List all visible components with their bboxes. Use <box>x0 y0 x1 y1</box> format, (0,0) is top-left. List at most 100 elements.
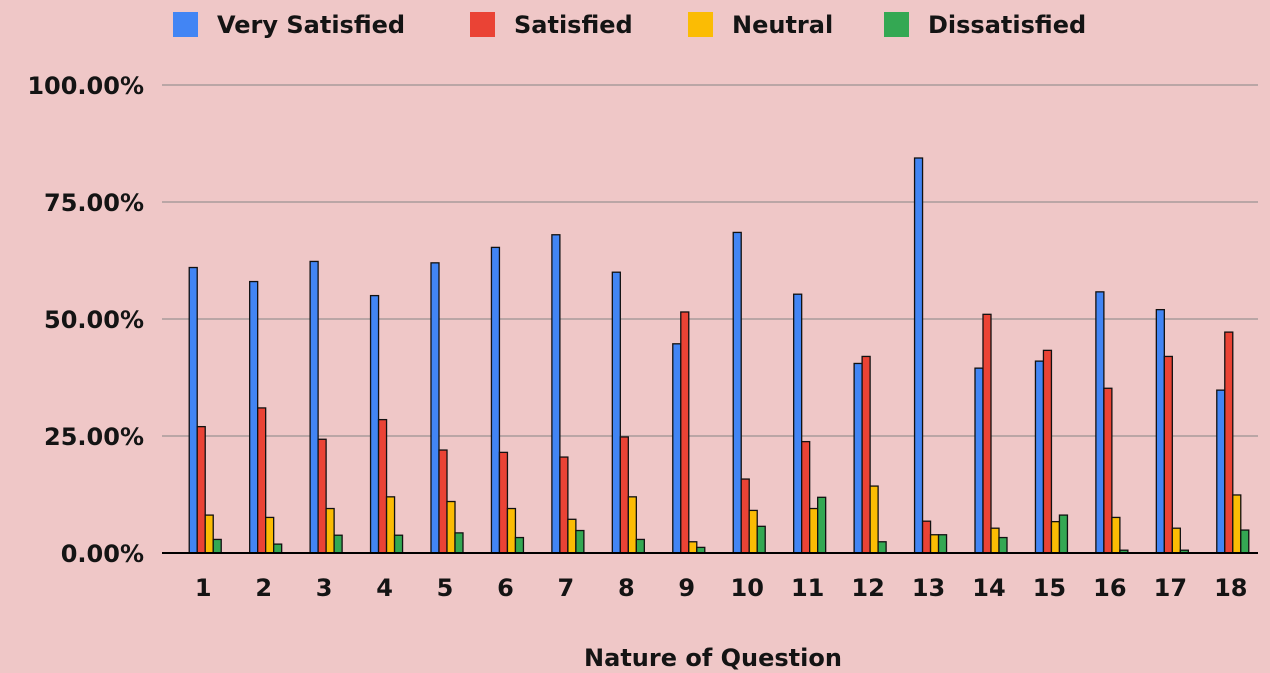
bar-satisfied-17 <box>1163 355 1173 554</box>
x-category-label: 7 <box>558 574 575 602</box>
bar-dissatisfied-10 <box>756 525 766 554</box>
bar-dissatisfied-1 <box>212 538 222 554</box>
x-category-label: 1 <box>195 574 212 602</box>
bar-neutral-16 <box>1111 516 1121 554</box>
bar-neutral-11 <box>809 507 819 554</box>
bar-satisfied-16 <box>1103 387 1113 554</box>
bar-satisfied-8 <box>619 436 629 554</box>
bar-satisfied-1 <box>196 425 206 554</box>
legend-label: Satisfied <box>514 11 633 39</box>
bar-dissatisfied-11 <box>817 496 827 554</box>
bar-group-12 <box>853 355 887 554</box>
bar-group-2 <box>249 280 283 554</box>
bar-dissatisfied-18 <box>1240 529 1250 554</box>
x-category-label: 3 <box>316 574 333 602</box>
bar-group-7 <box>551 234 585 554</box>
x-axis-title: Nature of Question <box>584 644 842 672</box>
x-category-label: 6 <box>497 574 514 602</box>
bar-very-satisfied-12 <box>853 362 863 554</box>
bar-satisfied-12 <box>861 355 871 554</box>
x-category-label: 14 <box>972 574 1005 602</box>
x-category-label: 5 <box>437 574 454 602</box>
bar-group-11 <box>793 293 827 554</box>
legend-label: Neutral <box>732 11 833 39</box>
bar-neutral-13 <box>929 534 940 554</box>
bar-group-17 <box>1155 308 1189 554</box>
bar-dissatisfied-13 <box>937 534 948 554</box>
x-category-label: 2 <box>255 574 272 602</box>
bar-neutral-17 <box>1171 527 1181 554</box>
legend-swatch <box>884 12 909 37</box>
bar-neutral-14 <box>990 527 1000 554</box>
bar-group-4 <box>369 294 404 554</box>
bar-very-satisfied-16 <box>1095 291 1105 554</box>
bar-neutral-3 <box>325 507 335 554</box>
bar-dissatisfied-4 <box>393 534 404 554</box>
bar-neutral-9 <box>688 541 698 554</box>
bar-neutral-2 <box>265 516 275 554</box>
bar-satisfied-4 <box>377 418 388 554</box>
bar-very-satisfied-10 <box>732 231 742 554</box>
y-tick-label: 0.00% <box>61 540 144 568</box>
x-category-label: 9 <box>678 574 695 602</box>
bar-satisfied-11 <box>801 440 811 554</box>
bar-group-9 <box>672 311 706 554</box>
x-category-label: 18 <box>1214 574 1247 602</box>
bar-very-satisfied-3 <box>309 260 319 554</box>
bar-satisfied-7 <box>559 456 569 554</box>
bar-very-satisfied-14 <box>974 367 984 554</box>
bar-very-satisfied-1 <box>188 266 198 554</box>
bar-group-10 <box>732 231 766 554</box>
bar-dissatisfied-6 <box>514 536 525 554</box>
bar-dissatisfied-7 <box>575 529 585 554</box>
bar-neutral-10 <box>748 509 758 554</box>
bar-satisfied-13 <box>921 520 932 554</box>
bar-very-satisfied-15 <box>1034 360 1045 554</box>
bar-dissatisfied-15 <box>1058 514 1069 554</box>
bar-dissatisfied-3 <box>333 534 343 554</box>
bar-group-3 <box>309 260 343 554</box>
legend-label: Very Satisfied <box>217 11 405 39</box>
x-category-label: 13 <box>912 574 945 602</box>
legend: Very Satisfied Satisfied Neutral Dissatisfi… <box>173 11 1086 39</box>
bar-group-6 <box>490 246 525 554</box>
bar-dissatisfied-5 <box>454 532 464 554</box>
bar-dissatisfied-12 <box>877 541 887 554</box>
bar-very-satisfied-4 <box>369 294 380 554</box>
y-axis-ticks: 0.00% 25.00% 50.00% 75.00% 100.00% <box>27 72 144 568</box>
bar-neutral-15 <box>1050 520 1061 554</box>
bar-neutral-8 <box>627 496 637 554</box>
bar-group-1 <box>188 266 222 554</box>
bar-group-16 <box>1095 291 1129 554</box>
bar-satisfied-2 <box>257 407 267 554</box>
bar-very-satisfied-17 <box>1155 308 1165 554</box>
bar-neutral-4 <box>385 496 396 554</box>
legend-swatch <box>688 12 713 37</box>
bar-satisfied-3 <box>317 438 327 554</box>
x-category-label: 11 <box>791 574 824 602</box>
bar-neutral-5 <box>446 500 456 554</box>
bar-group-18 <box>1216 331 1250 554</box>
bar-satisfied-18 <box>1224 331 1234 554</box>
bars <box>188 157 1250 554</box>
bar-very-satisfied-18 <box>1216 389 1226 554</box>
bar-group-13 <box>913 157 948 554</box>
bar-dissatisfied-8 <box>635 538 645 554</box>
bar-satisfied-15 <box>1042 349 1053 554</box>
y-tick-label: 25.00% <box>44 423 144 451</box>
y-tick-label: 100.00% <box>27 72 144 100</box>
x-category-label: 16 <box>1093 574 1126 602</box>
bar-group-15 <box>1034 349 1069 554</box>
bar-group-14 <box>974 313 1008 554</box>
x-axis-categories: 1 2 3 4 5 6 7 8 9 10 11 12 13 14 15 16 17 18 <box>195 574 1248 602</box>
bar-very-satisfied-2 <box>249 280 259 554</box>
bar-very-satisfied-8 <box>611 271 621 554</box>
x-category-label: 8 <box>618 574 635 602</box>
y-tick-label: 75.00% <box>44 189 144 217</box>
bar-dissatisfied-14 <box>998 536 1008 554</box>
bar-satisfied-6 <box>498 451 509 554</box>
bar-neutral-18 <box>1232 494 1242 554</box>
bar-group-5 <box>430 262 464 554</box>
